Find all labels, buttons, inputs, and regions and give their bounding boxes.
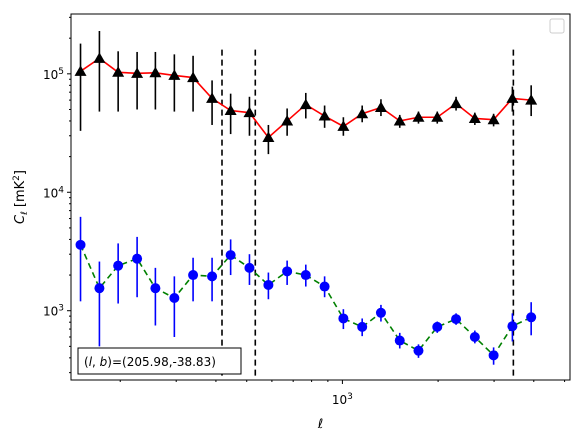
plot-layer bbox=[74, 30, 538, 380]
data-point-triangle bbox=[262, 131, 275, 143]
legend bbox=[549, 18, 565, 34]
data-point-circle bbox=[169, 293, 180, 304]
annotation-l: l bbox=[89, 355, 93, 369]
data-point-triangle bbox=[281, 114, 294, 126]
data-point-triangle bbox=[243, 106, 256, 118]
x-tick-label: 103 bbox=[332, 392, 353, 407]
annotation-frame bbox=[77, 347, 242, 375]
data-point-triangle bbox=[431, 111, 444, 122]
data-point-circle bbox=[319, 281, 330, 292]
data-point-triangle bbox=[337, 120, 350, 131]
data-point-circle bbox=[94, 283, 105, 294]
axes-frame bbox=[70, 13, 571, 381]
plot-area bbox=[74, 30, 538, 380]
data-point-circle bbox=[188, 270, 199, 281]
data-point-triangle bbox=[506, 92, 519, 103]
data-point-triangle bbox=[487, 113, 500, 125]
data-point-circle bbox=[526, 312, 537, 323]
data-point-triangle bbox=[374, 101, 387, 112]
data-point-triangle bbox=[450, 97, 463, 109]
data-point-triangle bbox=[206, 92, 219, 103]
data-point-circle bbox=[375, 307, 386, 318]
data-point-triangle bbox=[356, 107, 369, 119]
data-point-triangle bbox=[74, 65, 87, 76]
annotation-suffix: )=(205.98,-38.83) bbox=[107, 355, 216, 369]
y-tick-label: 103 bbox=[43, 304, 64, 319]
data-point-triangle bbox=[412, 111, 425, 122]
data-point-circle bbox=[225, 250, 236, 261]
legend-box bbox=[549, 18, 565, 34]
data-point-triangle bbox=[168, 69, 181, 80]
data-point-triangle bbox=[299, 98, 312, 110]
annotation-b: b bbox=[100, 355, 108, 369]
y-axis-label: Cℓ [mK2] bbox=[12, 170, 30, 224]
annotation-box: (l, b)=(205.98,-38.83) bbox=[77, 347, 242, 375]
annotation-text: (l, b)=(205.98,-38.83) bbox=[84, 355, 216, 369]
data-point-circle bbox=[488, 350, 499, 361]
data-point-circle bbox=[132, 253, 143, 264]
data-point-circle bbox=[244, 262, 255, 273]
data-point-circle bbox=[207, 271, 218, 282]
annotation-prefix: ( bbox=[84, 355, 89, 369]
data-point-triangle bbox=[187, 71, 200, 83]
data-point-circle bbox=[150, 283, 161, 294]
data-point-triangle bbox=[525, 94, 538, 105]
y-tick-label: 104 bbox=[43, 185, 64, 200]
data-point-triangle bbox=[393, 114, 406, 126]
data-point-triangle bbox=[224, 104, 237, 116]
annotation-comma: , bbox=[92, 355, 100, 369]
data-point-circle bbox=[263, 279, 274, 290]
data-point-circle bbox=[357, 321, 368, 332]
data-point-triangle bbox=[131, 67, 144, 78]
ticks-layer: 103 103 104 105 bbox=[43, 16, 566, 407]
data-point-circle bbox=[113, 260, 124, 271]
data-point-circle bbox=[469, 331, 480, 342]
x-axis-label: ℓ bbox=[317, 417, 323, 432]
data-point-circle bbox=[394, 335, 405, 346]
y-tick-label: 105 bbox=[43, 67, 64, 82]
data-point-triangle bbox=[468, 112, 481, 123]
data-point-triangle bbox=[318, 110, 331, 121]
data-point-circle bbox=[413, 345, 424, 356]
data-point-triangle bbox=[112, 66, 125, 77]
data-point-triangle bbox=[149, 66, 162, 78]
data-point-circle bbox=[300, 270, 311, 281]
data-point-circle bbox=[338, 313, 349, 324]
data-point-circle bbox=[75, 239, 86, 250]
data-point-circle bbox=[282, 266, 293, 277]
data-point-circle bbox=[507, 321, 518, 332]
data-point-circle bbox=[451, 314, 462, 325]
data-point-circle bbox=[432, 321, 443, 332]
data-point-triangle bbox=[93, 52, 106, 63]
